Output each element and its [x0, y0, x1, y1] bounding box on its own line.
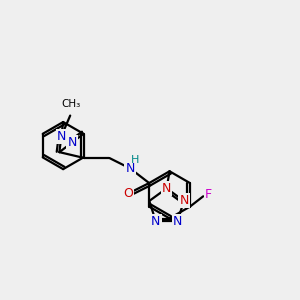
Text: N: N: [68, 136, 77, 149]
Text: N: N: [57, 130, 66, 143]
Text: N: N: [173, 215, 182, 228]
Text: CH₃: CH₃: [61, 99, 80, 109]
Text: N: N: [125, 162, 135, 175]
Text: H: H: [131, 154, 140, 164]
Text: N: N: [179, 194, 189, 208]
Text: F: F: [205, 188, 212, 201]
Text: N: N: [162, 182, 171, 195]
Text: O: O: [123, 187, 133, 200]
Text: N: N: [151, 215, 160, 228]
